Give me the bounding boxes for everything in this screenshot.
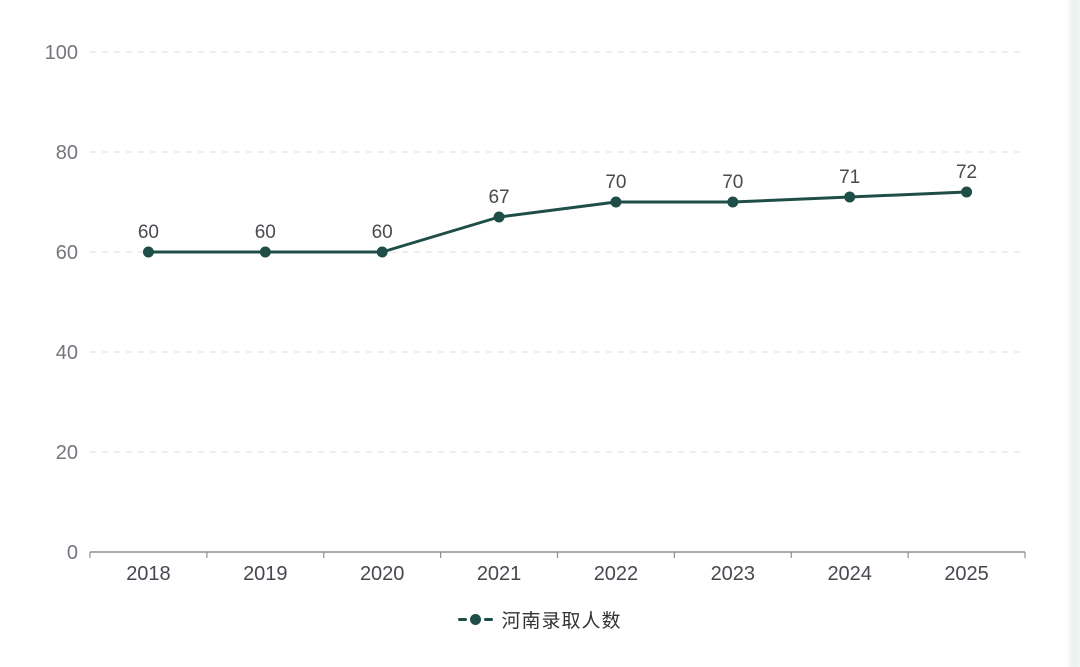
data-point-label: 70 (722, 172, 743, 193)
x-axis-tick-label: 2023 (711, 563, 756, 585)
x-axis-tick-label: 2024 (827, 563, 872, 585)
legend-item[interactable]: 河南录取人数 (0, 606, 1080, 633)
data-point[interactable] (727, 196, 739, 208)
x-axis-tick-label: 2021 (477, 563, 522, 585)
y-axis-tick-label: 0 (67, 542, 78, 564)
data-point[interactable] (961, 186, 973, 198)
data-point[interactable] (610, 196, 622, 208)
data-point-label: 60 (372, 222, 393, 243)
x-axis-tick-label: 2018 (126, 563, 171, 585)
data-point[interactable] (259, 246, 271, 258)
series-group (142, 186, 973, 258)
x-axis-group (89, 551, 1026, 558)
y-axis-tick-label: 60 (56, 242, 78, 264)
y-axis-tick-label: 100 (45, 42, 78, 64)
data-point[interactable] (844, 191, 856, 203)
data-point[interactable] (142, 246, 154, 258)
x-axis-tick-label: 2022 (594, 563, 639, 585)
data-point[interactable] (493, 211, 505, 223)
legend-dash-icon (458, 617, 468, 622)
legend-dash-icon (484, 617, 494, 622)
x-axis-tick-label: 2020 (360, 563, 405, 585)
data-point-label: 72 (956, 162, 977, 183)
legend-dot-icon (470, 614, 482, 625)
x-axis-tick-label: 2019 (243, 563, 288, 585)
x-axis-tick-label: 2025 (944, 563, 989, 585)
y-axis-tick-label: 80 (56, 142, 78, 164)
value-labels-group: 60 60 60 67 70 70 71 72 (138, 162, 977, 243)
data-point-label: 71 (839, 167, 860, 188)
y-axis-tick-label: 20 (56, 442, 78, 464)
legend-label: 河南录取人数 (501, 611, 622, 632)
legend-line-marker-icon (458, 614, 494, 625)
x-axis-labels-group: 2018 2019 2020 2021 2022 2023 2024 2025 (126, 563, 989, 585)
data-point-label: 60 (255, 222, 276, 243)
data-point-label: 67 (488, 187, 509, 208)
series-line (146, 190, 969, 254)
data-point[interactable] (376, 246, 388, 258)
y-axis-labels-group: 0 20 40 60 80 100 (45, 42, 78, 564)
data-point-label: 60 (138, 222, 159, 243)
y-axis-tick-label: 40 (56, 342, 78, 364)
data-point-label: 70 (605, 172, 626, 193)
